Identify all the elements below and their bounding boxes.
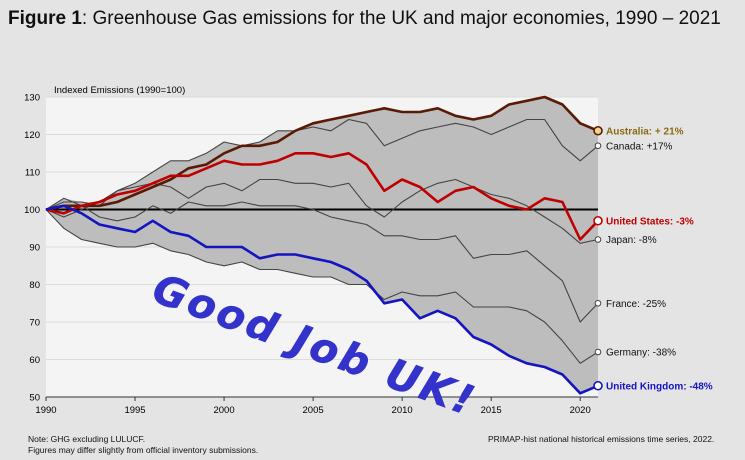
end-marker-australia xyxy=(593,125,603,136)
note-figures: Figures may differ slightly from officia… xyxy=(28,445,259,455)
series-label-united-kingdom: United Kingdom: -48% xyxy=(606,381,713,392)
series-end-markers xyxy=(593,125,603,391)
series-line-united-states xyxy=(45,152,599,241)
figure-title-text: : Greenhouse Gas emissions for the UK an… xyxy=(81,8,721,29)
end-marker-canada xyxy=(594,142,602,150)
y-tick-label-50: 50 xyxy=(29,393,40,404)
y-tick-label-70: 70 xyxy=(29,318,40,329)
x-tick-label-1990: 1990 xyxy=(35,405,56,416)
x-tick-label-2020: 2020 xyxy=(570,405,591,416)
series-label-japan: Japan: -8% xyxy=(606,235,657,246)
series-label-canada: Canada: +17% xyxy=(606,141,673,152)
x-tick-label-2015: 2015 xyxy=(481,405,502,416)
y-tick-label-120: 120 xyxy=(24,130,40,141)
x-tick-label-2010: 2010 xyxy=(392,405,413,416)
y-tick-label-110: 110 xyxy=(25,168,40,179)
figure-title: Figure 1: Greenhouse Gas emissions for t… xyxy=(8,8,721,30)
axis-ticks: 50 60 70 80 90 100 110 120 130 1990 1995 2000 2005 20… xyxy=(24,93,598,416)
series-label-united-states: United States: -3% xyxy=(606,216,694,227)
y-axis-label: Indexed Emissions (1990=100) xyxy=(54,85,185,96)
end-marker-united-kingdom xyxy=(593,380,603,391)
y-tick-label-130: 130 xyxy=(24,93,40,104)
source-note: PRIMAP-hist national historical emission… xyxy=(488,434,715,444)
end-marker-united-states xyxy=(593,215,603,226)
note-ghg: Note: GHG excluding LULUCF. xyxy=(28,434,146,444)
series-lines xyxy=(45,95,599,395)
series-label-france: France: -25% xyxy=(606,299,666,310)
series-label-australia: Australia: + 21% xyxy=(606,126,684,137)
y-tick-label-80: 80 xyxy=(29,280,40,291)
series-line-france xyxy=(45,197,599,323)
series-labels: Australia: + 21% Canada: +17% United State… xyxy=(606,126,713,392)
series-line-japan xyxy=(45,178,599,244)
y-tick-label-60: 60 xyxy=(29,355,40,366)
series-line-united-kingdom xyxy=(45,204,599,395)
y-tick-label-100: 100 xyxy=(24,205,40,216)
x-tick-label-1995: 1995 xyxy=(124,405,145,416)
series-line-australia xyxy=(45,95,599,211)
figure-label: Figure 1 xyxy=(8,8,82,29)
series-line-germany xyxy=(45,209,599,364)
x-tick-label-2000: 2000 xyxy=(213,405,234,416)
series-label-germany: Germany: -38% xyxy=(606,348,676,359)
end-marker-germany xyxy=(594,348,602,356)
y-tick-label-90: 90 xyxy=(29,243,40,254)
x-tick-label-2005: 2005 xyxy=(303,405,324,416)
end-marker-japan xyxy=(594,236,602,243)
end-marker-france xyxy=(594,299,602,307)
series-line-canada xyxy=(45,118,599,218)
